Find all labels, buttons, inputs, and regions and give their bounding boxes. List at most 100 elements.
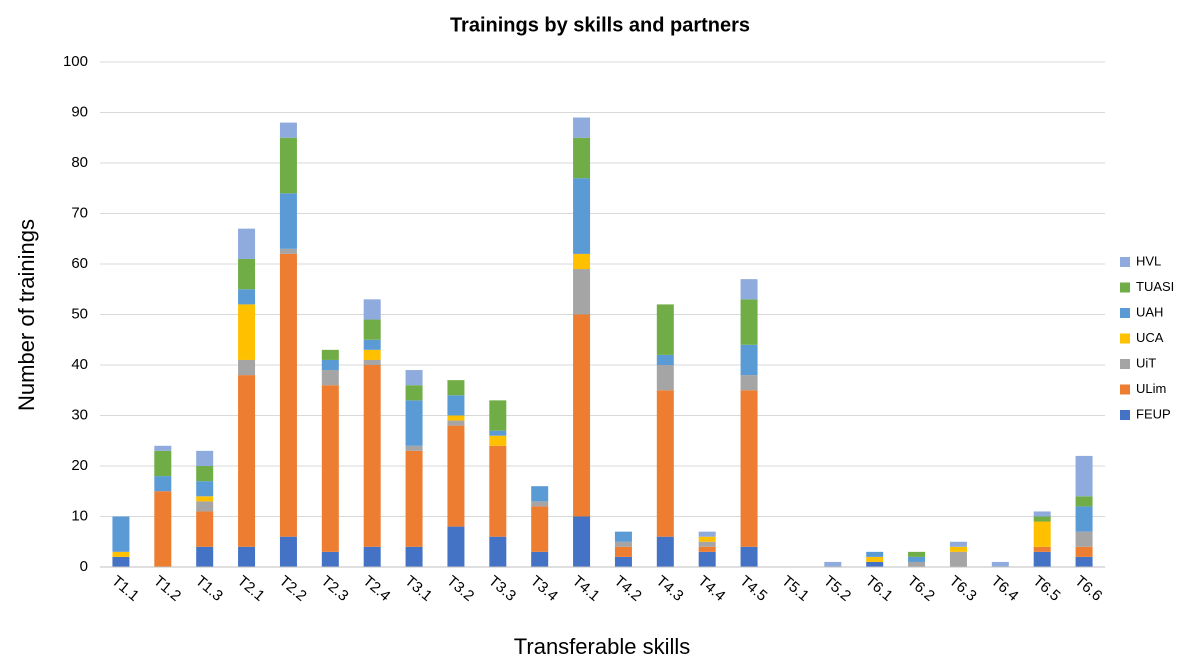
- bar-segment: [363, 359, 381, 365]
- bar-segment: [614, 531, 632, 542]
- bar-segment: [740, 344, 758, 376]
- bar-segment: [656, 354, 674, 365]
- x-tick-label: T5.1: [778, 572, 812, 604]
- bar-segment: [1075, 496, 1093, 507]
- bar-segment: [196, 450, 214, 466]
- bar-segment: [489, 435, 507, 446]
- bar-segment: [279, 122, 297, 138]
- bar-segment: [363, 299, 381, 320]
- legend-label: TUASI: [1136, 279, 1174, 294]
- legend-label: FEUP: [1136, 406, 1171, 421]
- bar-segment: [740, 279, 758, 300]
- bar-segment: [363, 365, 381, 547]
- bar-segment: [196, 511, 214, 547]
- bar-segment: [656, 390, 674, 537]
- bar-segment: [740, 375, 758, 391]
- bar-segment: [573, 117, 591, 138]
- bar-segment: [573, 253, 591, 270]
- y-tick-label: 40: [71, 356, 88, 373]
- bar-segment: [1075, 455, 1093, 497]
- legend-label: ULim: [1136, 381, 1166, 396]
- bar-segment: [949, 546, 967, 552]
- bar-segment: [740, 299, 758, 345]
- bar-segment: [1075, 546, 1093, 557]
- bar-segment: [363, 339, 381, 350]
- bar-segment: [949, 551, 967, 567]
- bar-segment: [573, 137, 591, 179]
- x-tick-label: T2.3: [318, 572, 352, 604]
- bar-segment: [489, 536, 507, 567]
- bar-segment: [991, 561, 1009, 567]
- bar-segment: [238, 359, 256, 376]
- legend-label: UiT: [1136, 355, 1156, 370]
- y-tick-label: 80: [71, 154, 88, 171]
- y-tick-label: 100: [63, 53, 88, 70]
- bar-segment: [908, 551, 926, 557]
- x-tick-label: T6.5: [1030, 572, 1064, 604]
- bar-segment: [154, 450, 172, 477]
- bar-segment: [405, 370, 423, 386]
- bar-segment: [866, 556, 884, 562]
- legend-swatch: [1120, 384, 1130, 395]
- bar-segment: [279, 536, 297, 567]
- bar-segment: [112, 551, 130, 557]
- bar-segment: [238, 304, 256, 360]
- bar-segment: [573, 516, 591, 567]
- bar-segment: [949, 541, 967, 547]
- legend-swatch: [1120, 333, 1130, 344]
- bar-segment: [154, 476, 172, 492]
- bar-segment: [363, 319, 381, 340]
- x-tick-label: T4.3: [653, 572, 687, 604]
- legend-swatch: [1120, 410, 1130, 420]
- x-tick-label: T1.1: [108, 572, 142, 604]
- bar-segment: [405, 445, 423, 451]
- x-tick-label: T4.5: [736, 572, 770, 604]
- x-tick-label: T2.2: [276, 572, 310, 604]
- x-tick-label: T4.1: [569, 572, 603, 604]
- legend-swatch: [1120, 359, 1130, 369]
- legend-label: UCA: [1136, 330, 1164, 345]
- x-tick-label: T4.4: [695, 572, 729, 604]
- bar-segment: [405, 385, 423, 401]
- bar-segment: [489, 445, 507, 537]
- bar-segment: [196, 481, 214, 497]
- bar-segment: [740, 390, 758, 547]
- legend-swatch: [1120, 282, 1130, 293]
- x-tick-label: T6.2: [904, 572, 938, 604]
- bar-segment: [698, 546, 716, 552]
- bar-segment: [154, 491, 172, 567]
- bar-segment: [405, 400, 423, 446]
- x-tick-label: T6.3: [946, 572, 980, 604]
- bar-segment: [698, 541, 716, 547]
- bar-segment: [196, 546, 214, 567]
- bar-segment: [824, 561, 842, 567]
- bar-segment: [321, 385, 339, 552]
- bar-segment: [531, 551, 549, 567]
- bar-segment: [656, 536, 674, 567]
- y-tick-label: 0: [80, 558, 88, 575]
- bar-segment: [489, 400, 507, 431]
- bar-segment: [698, 531, 716, 537]
- bar-segment: [1075, 506, 1093, 532]
- x-tick-label: T3.1: [401, 572, 435, 604]
- bar-segment: [698, 551, 716, 567]
- bar-segment: [573, 269, 591, 315]
- bar-segment: [321, 349, 339, 360]
- bar-segment: [154, 445, 172, 451]
- y-tick-label: 60: [71, 255, 88, 272]
- y-axis-label: Number of trainings: [14, 219, 39, 411]
- bar-segment: [363, 546, 381, 567]
- x-tick-label: T1.3: [192, 572, 226, 604]
- x-tick-label: T3.2: [443, 572, 477, 604]
- bar-segment: [573, 178, 591, 254]
- bar-segment: [1075, 556, 1093, 567]
- bar-segment: [1033, 521, 1051, 547]
- bar-segment: [321, 359, 339, 371]
- x-tick-label: T3.3: [485, 572, 519, 604]
- bar-segment: [447, 415, 465, 421]
- legend-swatch: [1120, 257, 1130, 267]
- bar-segment: [112, 556, 130, 567]
- x-tick-label: T6.4: [988, 572, 1022, 604]
- bar-segment: [238, 258, 256, 290]
- bar-segment: [531, 506, 549, 552]
